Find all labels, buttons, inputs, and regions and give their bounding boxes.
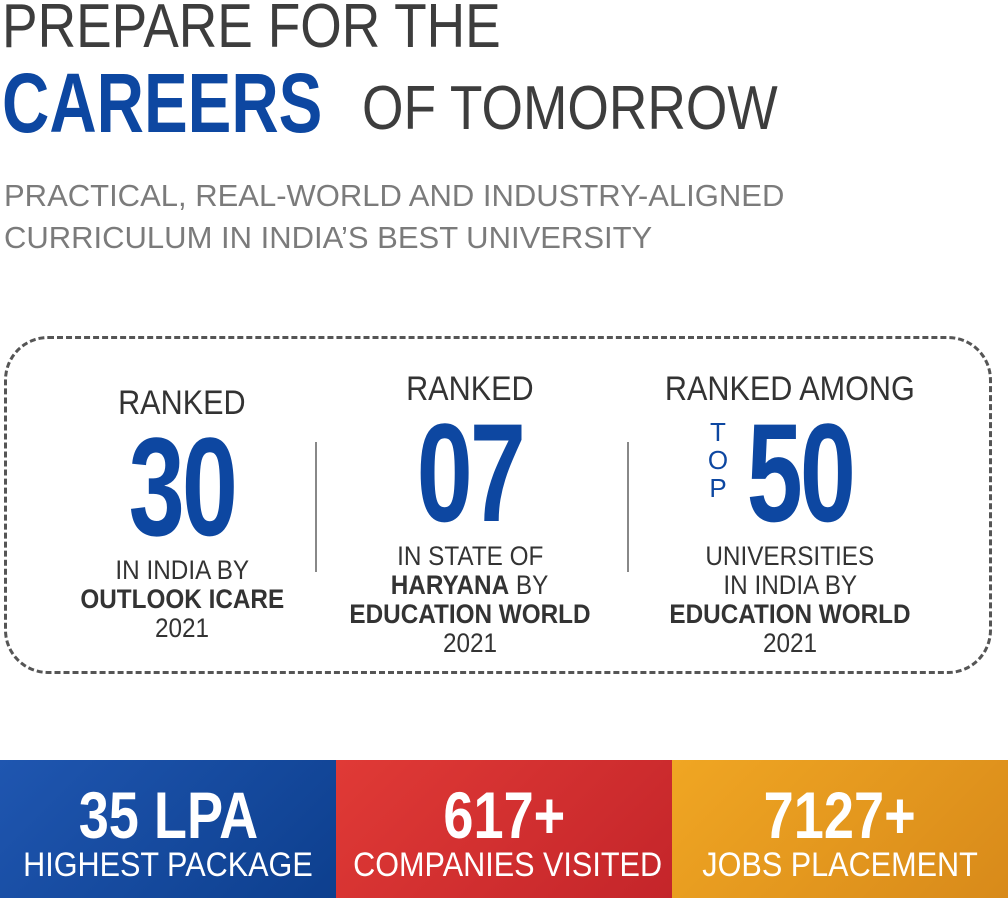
headline-rest: OF TOMORROW — [362, 74, 778, 143]
ranking-outlook: RANKED 30 IN INDIA BY OUTLOOK ICARE 2021 — [60, 384, 304, 643]
divider — [315, 442, 317, 572]
top-label: T O P — [707, 417, 729, 503]
headline-highlight: CAREERS — [2, 56, 323, 150]
divider — [627, 442, 629, 572]
subtitle: PRACTICAL, REAL-WORLD AND INDUSTRY-ALIGN… — [4, 178, 785, 255]
rank-number: 50 — [746, 394, 856, 551]
headline-line-2: CAREERS OF TOMORROW — [2, 56, 778, 150]
headline-line-1: PREPARE FOR THE — [2, 0, 501, 61]
rank-number: 30 — [128, 408, 238, 565]
stat-highest-package: 35 LPA HIGHEST PACKAGE — [0, 760, 336, 898]
stat-jobs-placement: 7127+ JOBS PLACEMENT — [672, 760, 1008, 898]
rank-number: 07 — [416, 394, 526, 551]
ranking-top50: RANKED AMONG 50 UNIVERSITIES IN INDIA BY… — [640, 370, 940, 658]
stat-companies-visited: 617+ COMPANIES VISITED — [336, 760, 672, 898]
ranking-haryana: RANKED 07 IN STATE OF HARYANA BY EDUCATI… — [330, 370, 610, 658]
rankings-box — [4, 336, 992, 674]
